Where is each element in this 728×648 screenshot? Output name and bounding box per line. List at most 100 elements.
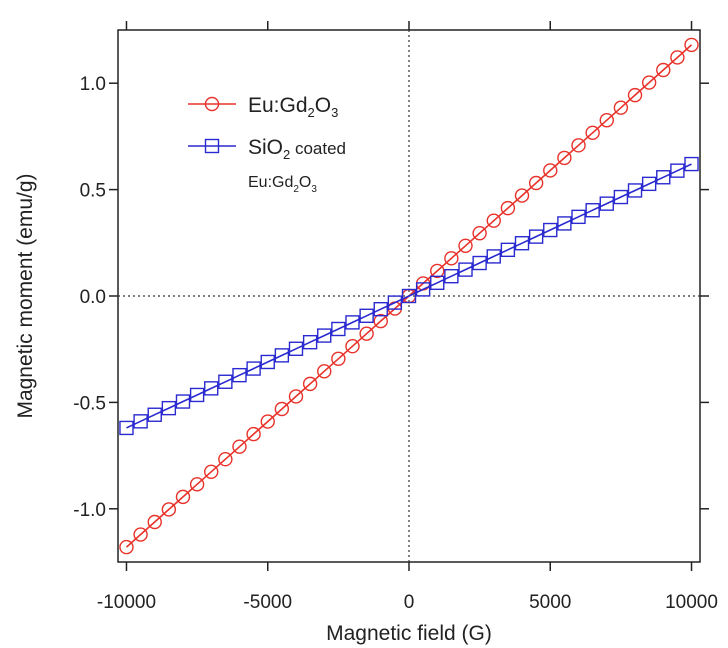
data-point — [599, 113, 614, 128]
data-point — [246, 361, 261, 376]
y-tick-label: -1.0 — [73, 500, 106, 521]
legend-label-line2: Eu:Gd2​O3​ — [248, 174, 317, 195]
data-point — [218, 452, 233, 467]
y-tick-label: 0.5 — [80, 181, 106, 202]
data-point — [486, 213, 501, 228]
data-point — [599, 196, 614, 211]
x-tick-label: -5000 — [243, 592, 292, 613]
data-point — [458, 238, 473, 253]
legend-item-2: SiO2​ coated Eu:Gd2​O3​ — [188, 136, 346, 195]
data-point — [373, 301, 388, 317]
data-point — [486, 249, 501, 264]
series-layer — [119, 37, 699, 555]
data-point — [641, 176, 657, 192]
data-point — [627, 87, 643, 103]
data-point — [274, 348, 290, 363]
data-point — [302, 376, 318, 392]
data-point — [401, 288, 417, 304]
legend: Eu:Gd2​O3​ SiO2​ coated Eu:Gd2​O3​ — [188, 94, 346, 195]
x-tick-label: -10000 — [97, 592, 156, 613]
data-point — [232, 439, 247, 454]
legend-label: SiO2​ coated — [248, 136, 346, 162]
x-tick-label: 0 — [404, 592, 415, 613]
tick-labels: -10000 -5000 0 5000 10000 -1.0 -0.5 0.0 0.5 1.0 — [73, 74, 718, 613]
data-point — [260, 414, 275, 429]
data-point — [204, 464, 219, 479]
data-point — [133, 414, 148, 429]
data-point — [147, 407, 162, 422]
data-point — [514, 188, 530, 203]
data-point — [288, 389, 304, 404]
data-point — [387, 295, 403, 310]
data-point — [684, 37, 699, 53]
data-point — [585, 203, 600, 218]
data-point — [161, 400, 177, 416]
data-point — [119, 420, 134, 436]
data-point — [684, 156, 699, 172]
data-point — [232, 367, 247, 383]
data-point — [557, 216, 572, 231]
data-point — [472, 255, 487, 271]
data-point — [641, 75, 657, 90]
data-point — [543, 163, 558, 178]
data-point — [204, 381, 219, 396]
data-point — [543, 222, 558, 238]
data-point — [331, 351, 346, 366]
legend-item-1: Eu:Gd2​O3​ — [188, 94, 338, 120]
data-point — [133, 527, 148, 542]
y-axis-label: Magnetic moment (emu/g) — [14, 173, 37, 418]
data-point — [472, 226, 487, 241]
x-axis-label: Magnetic field (G) — [326, 622, 492, 645]
data-point — [415, 282, 431, 297]
data-point — [430, 275, 445, 291]
data-point — [528, 229, 544, 244]
data-point — [359, 326, 374, 341]
data-point — [500, 200, 516, 216]
legend-marker — [204, 138, 220, 154]
data-point — [670, 50, 685, 65]
data-point — [218, 374, 233, 389]
data-point — [528, 175, 544, 191]
data-point — [373, 313, 388, 329]
data-point — [189, 477, 205, 492]
y-tick-label: -0.5 — [73, 393, 106, 414]
data-point — [656, 170, 671, 185]
data-point — [656, 62, 671, 78]
data-point — [317, 328, 332, 343]
data-point — [585, 125, 600, 140]
data-point — [444, 251, 459, 266]
data-point — [359, 308, 374, 323]
data-point — [189, 387, 205, 403]
axis-ticks — [109, 21, 709, 571]
data-point — [175, 489, 191, 505]
data-point — [147, 514, 162, 530]
data-point — [260, 354, 275, 370]
y-tick-label: 0.0 — [80, 287, 106, 308]
data-point — [670, 163, 685, 178]
data-point — [557, 150, 572, 166]
data-point — [627, 183, 643, 198]
data-point — [274, 401, 290, 417]
data-point — [161, 502, 177, 517]
data-point — [345, 315, 360, 330]
data-point — [458, 262, 473, 277]
data-point — [345, 339, 360, 354]
series-line — [126, 163, 692, 429]
series-2 — [119, 156, 699, 436]
data-point — [119, 539, 134, 555]
data-point — [175, 394, 191, 409]
legend-marker — [204, 96, 220, 112]
data-point — [571, 209, 586, 225]
x-tick-label: 5000 — [529, 592, 571, 613]
data-point — [444, 269, 459, 284]
data-point — [302, 334, 318, 350]
data-point — [571, 138, 586, 153]
data-point — [500, 242, 516, 258]
data-point — [613, 189, 629, 205]
legend-label: Eu:Gd2​O3​ — [248, 94, 338, 120]
x-tick-label: 10000 — [665, 592, 718, 613]
data-point — [246, 426, 261, 442]
data-point — [331, 321, 346, 337]
data-point — [430, 263, 445, 279]
